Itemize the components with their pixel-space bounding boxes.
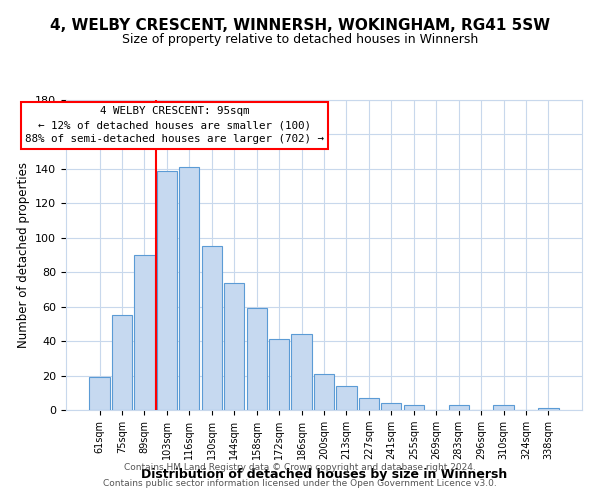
Bar <box>314 374 334 410</box>
Bar <box>493 405 514 410</box>
Text: 4 WELBY CRESCENT: 95sqm
← 12% of detached houses are smaller (100)
88% of semi-d: 4 WELBY CRESCENT: 95sqm ← 12% of detache… <box>25 106 324 144</box>
Bar <box>224 282 244 410</box>
Bar <box>202 246 222 410</box>
Bar <box>269 340 289 410</box>
Bar <box>337 386 356 410</box>
Bar <box>449 405 469 410</box>
Bar <box>89 378 110 410</box>
Bar <box>359 398 379 410</box>
Bar <box>112 316 132 410</box>
X-axis label: Distribution of detached houses by size in Winnersh: Distribution of detached houses by size … <box>141 468 507 480</box>
Text: Contains HM Land Registry data © Crown copyright and database right 2024.: Contains HM Land Registry data © Crown c… <box>124 464 476 472</box>
Bar <box>179 167 199 410</box>
Bar <box>134 255 155 410</box>
Text: 4, WELBY CRESCENT, WINNERSH, WOKINGHAM, RG41 5SW: 4, WELBY CRESCENT, WINNERSH, WOKINGHAM, … <box>50 18 550 32</box>
Bar <box>292 334 311 410</box>
Bar <box>157 170 177 410</box>
Bar <box>381 403 401 410</box>
Text: Size of property relative to detached houses in Winnersh: Size of property relative to detached ho… <box>122 32 478 46</box>
Bar <box>538 408 559 410</box>
Bar <box>247 308 267 410</box>
Text: Contains public sector information licensed under the Open Government Licence v3: Contains public sector information licen… <box>103 478 497 488</box>
Y-axis label: Number of detached properties: Number of detached properties <box>17 162 29 348</box>
Bar <box>404 405 424 410</box>
